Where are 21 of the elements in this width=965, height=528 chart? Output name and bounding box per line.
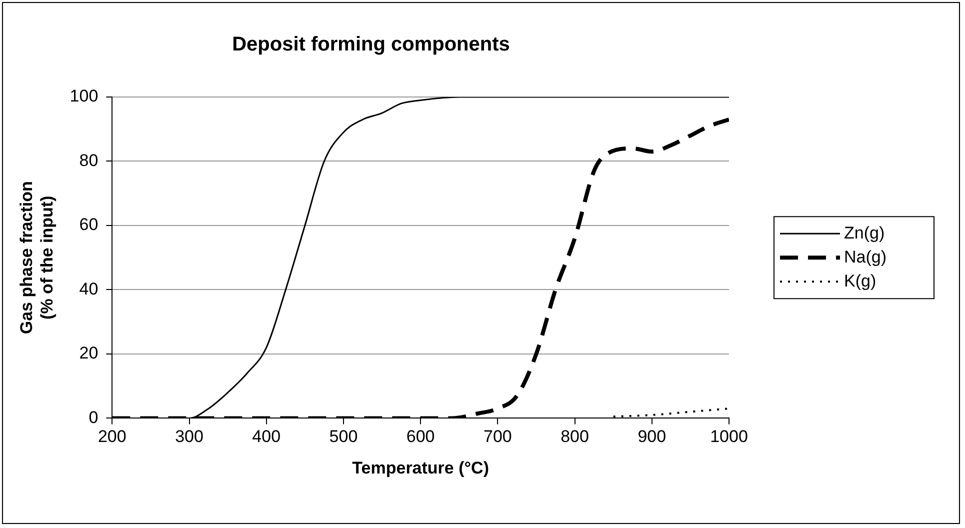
x-tick-label: 700: [484, 427, 512, 446]
x-tick-label: 500: [329, 427, 358, 446]
x-tick-label: 900: [638, 427, 666, 446]
y-tick-label: 20: [79, 344, 98, 363]
x-tick-label: 1000: [710, 427, 748, 446]
x-tick-label: 800: [560, 427, 589, 446]
x-axis-title: Temperature (°C): [352, 458, 490, 478]
y-tick-label: 60: [79, 215, 98, 234]
x-tick-label: 400: [252, 427, 281, 446]
legend-label: Zn(g): [844, 223, 885, 242]
x-tick-label: 200: [98, 427, 126, 446]
x-tick-label: 300: [175, 427, 204, 446]
chart-title: Deposit forming components: [232, 34, 510, 56]
legend-label: Na(g): [844, 247, 887, 266]
x-tick-label: 600: [406, 427, 435, 446]
y-tick-label: 80: [79, 150, 98, 170]
y-tick-label: 0: [88, 408, 98, 427]
y-tick-label: 40: [79, 279, 98, 298]
legend-label: K(g): [844, 271, 876, 290]
y-axis-title: Gas phase fraction (% of the input): [16, 181, 56, 334]
y-tick-label: 100: [70, 86, 98, 106]
